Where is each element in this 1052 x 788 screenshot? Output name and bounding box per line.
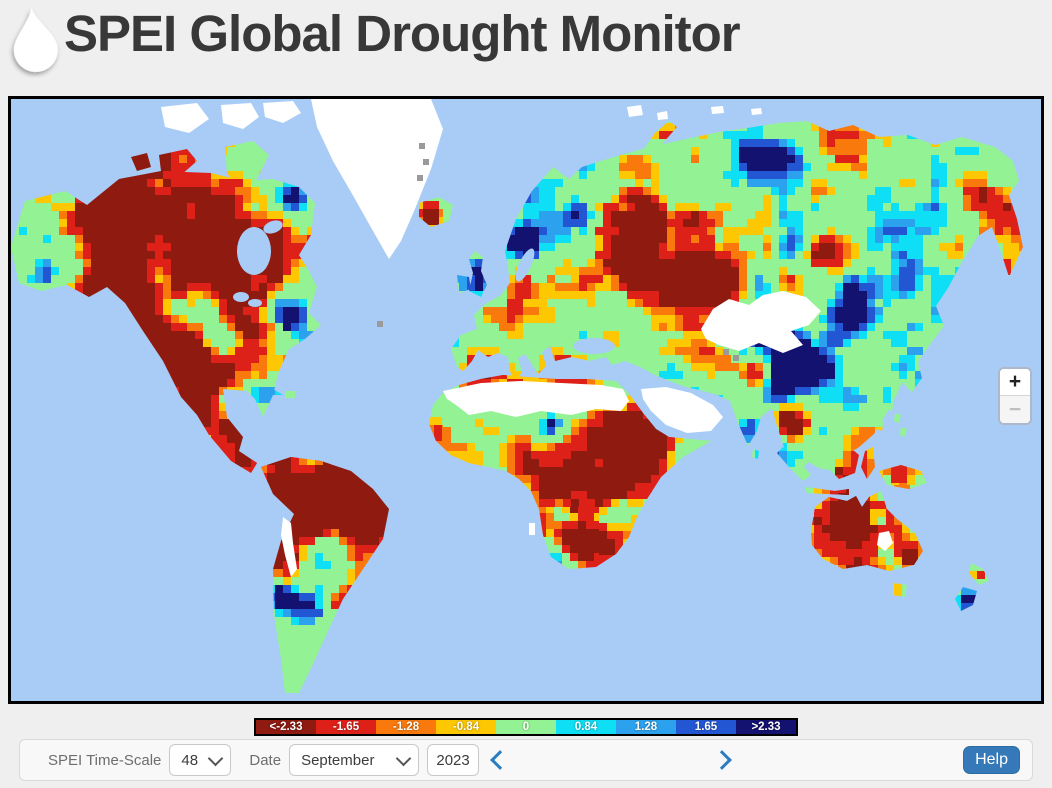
spei-color-legend: <-2.33 -1.65 -1.28 -0.84 0 0.84 1.28 1.65 >2.33: [254, 718, 798, 736]
legend-segment: -1.28: [376, 720, 436, 734]
legend-label: 0: [522, 721, 530, 733]
legend-label: >2.33: [751, 721, 781, 733]
legend-segment: 0: [496, 720, 556, 734]
timescale-label: SPEI Time-Scale: [48, 751, 162, 769]
page-title: SPEI Global Drought Monitor: [64, 5, 741, 62]
legend-segment: 1.28: [616, 720, 676, 734]
app-header: SPEI Global Drought Monitor: [0, 0, 1052, 96]
next-month-chevron-icon[interactable]: [712, 750, 732, 770]
legend-label: 1.28: [634, 721, 658, 733]
zoom-in-button[interactable]: +: [1000, 369, 1030, 396]
drought-raster-map: [11, 99, 1023, 693]
legend-label: 0.84: [574, 721, 598, 733]
month-select[interactable]: September: [289, 744, 420, 776]
legend-row: <-2.33 -1.65 -1.28 -0.84 0 0.84 1.28 1.65 >2.33: [0, 718, 1052, 736]
chevron-down-icon: [208, 750, 224, 766]
legend-segment: >2.33: [736, 720, 796, 734]
chevron-down-icon: [395, 750, 412, 766]
year-input[interactable]: [427, 744, 480, 776]
legend-segment: -1.65: [316, 720, 376, 734]
legend-label: -0.84: [452, 721, 480, 733]
glacier-specks: [377, 143, 739, 361]
map-zoom-control: + −: [998, 367, 1032, 425]
month-value: September: [301, 751, 375, 769]
legend-segment: <-2.33: [256, 720, 316, 734]
timescale-value: 48: [181, 751, 199, 769]
world-drought-map[interactable]: + −: [8, 96, 1044, 704]
legend-label: <-2.33: [269, 721, 303, 733]
legend-label: 1.65: [694, 721, 718, 733]
no-data-regions: [161, 99, 893, 577]
legend-segment: 0.84: [556, 720, 616, 734]
control-bar: SPEI Time-Scale 48 Date September Help: [19, 739, 1033, 781]
inland-seas: [233, 220, 615, 354]
previous-month-chevron-icon[interactable]: [490, 750, 510, 770]
legend-segment: 1.65: [676, 720, 736, 734]
legend-label: -1.28: [392, 721, 420, 733]
help-button[interactable]: Help: [963, 746, 1020, 774]
legend-segment: -0.84: [436, 720, 496, 734]
legend-label: -1.65: [332, 721, 360, 733]
zoom-out-button[interactable]: −: [1000, 396, 1030, 423]
date-label: Date: [249, 751, 282, 769]
timescale-select[interactable]: 48: [169, 744, 232, 776]
water-drop-logo-icon: [13, 8, 58, 72]
